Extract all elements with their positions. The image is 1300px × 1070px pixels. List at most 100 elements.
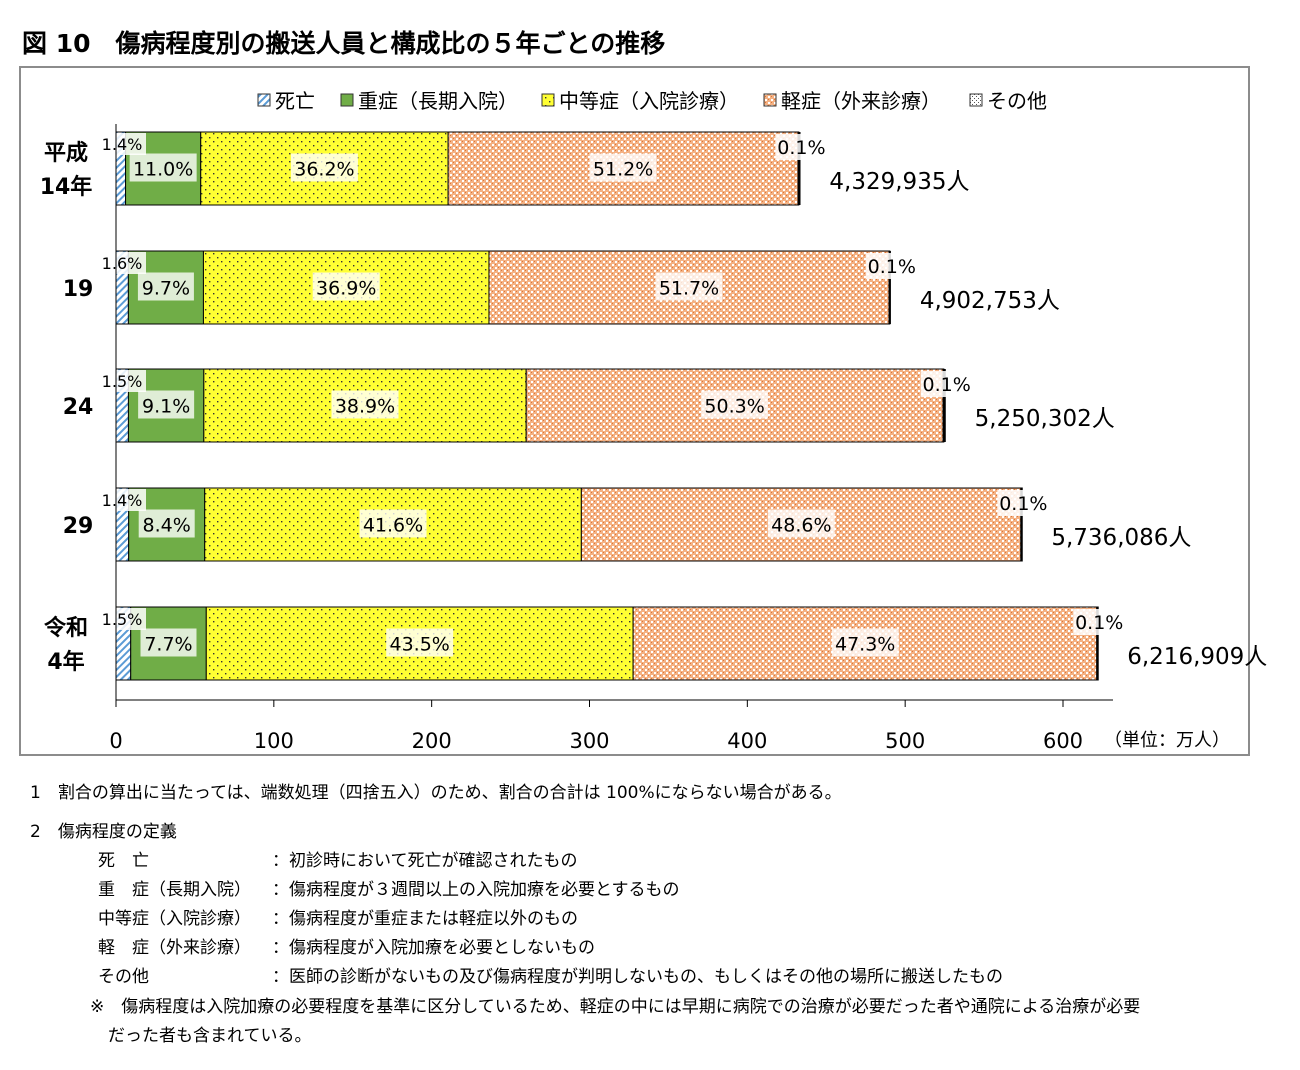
definition-term: 中等症（入院診療） bbox=[98, 909, 251, 929]
x-tick-label: 500 bbox=[885, 729, 925, 753]
definition-term: その他 bbox=[98, 967, 149, 987]
total-label: 6,216,909人 bbox=[1127, 644, 1267, 670]
legend-swatch bbox=[257, 93, 271, 107]
label-bg bbox=[775, 134, 828, 160]
label-bg bbox=[98, 252, 146, 274]
category-label: 29 bbox=[63, 514, 94, 539]
label-bg bbox=[137, 272, 194, 301]
label-bg bbox=[865, 253, 918, 279]
label-bg bbox=[701, 390, 769, 419]
data-label-shibo: 1.4% bbox=[102, 491, 143, 510]
figure-title: 図 10 傷病程度別の搬送人員と構成比の５年ごとの推移 bbox=[22, 29, 666, 58]
x-tick-label: 300 bbox=[569, 729, 609, 753]
chart-legend: 死亡 重症（長期入院） 中等症（入院診療） 軽症（外来診療） その他 bbox=[257, 89, 1047, 113]
legend-label: 中等症（入院診療） bbox=[559, 89, 739, 113]
data-label-segment: 36.2% bbox=[294, 159, 354, 181]
data-label-shibo: 1.4% bbox=[102, 135, 143, 154]
data-label-segment: 51.2% bbox=[593, 159, 653, 181]
label-bg bbox=[386, 628, 454, 657]
label-bg bbox=[1073, 609, 1126, 635]
x-tick-label: 100 bbox=[254, 729, 294, 753]
category-label: 令和 bbox=[44, 615, 88, 641]
label-bg bbox=[831, 628, 899, 657]
data-label-segment: 41.6% bbox=[363, 515, 423, 537]
remark-line-1: ※ 傷病程度は入院加療の必要程度を基準に区分しているため、軽症の中には早期に病院… bbox=[90, 997, 1141, 1017]
definition-term: 重 症（長期入院） bbox=[98, 880, 251, 900]
definition-term: 死 亡 bbox=[98, 851, 149, 871]
data-label-sonota: 0.1% bbox=[868, 256, 916, 278]
data-label-segment: 7.7% bbox=[144, 634, 192, 656]
label-bg bbox=[920, 371, 973, 397]
data-label-segment: 9.7% bbox=[142, 278, 190, 300]
label-bg bbox=[997, 490, 1050, 516]
data-label-sonota: 0.1% bbox=[999, 493, 1047, 515]
data-label-segment: 47.3% bbox=[835, 634, 895, 656]
data-label-shibo: 1.6% bbox=[102, 254, 143, 273]
x-tick-label: 0 bbox=[109, 729, 122, 753]
label-bg bbox=[359, 509, 427, 538]
label-bg bbox=[290, 153, 358, 182]
data-label-segment: 50.3% bbox=[704, 396, 764, 418]
label-bg bbox=[655, 272, 723, 301]
label-bg bbox=[331, 390, 399, 419]
note-2-heading: 2 傷病程度の定義 bbox=[30, 822, 177, 842]
definition-desc: ：傷病程度が重症または軽症以外のもの bbox=[272, 909, 578, 929]
data-label-segment: 51.7% bbox=[659, 278, 719, 300]
data-label-shibo: 1.5% bbox=[102, 372, 143, 391]
data-label-segment: 11.0% bbox=[133, 159, 193, 181]
remark-line-2: だった者も含まれている。 bbox=[108, 1026, 312, 1046]
x-tick-label: 400 bbox=[727, 729, 767, 753]
x-axis: 0 100 200 300 400 500 600 （単位：万人） bbox=[109, 124, 1230, 753]
bars-layer bbox=[115, 131, 1099, 681]
category-label: 4年 bbox=[47, 649, 84, 675]
definition-desc: ：傷病程度が３週間以上の入院加療を必要とするもの bbox=[272, 880, 680, 900]
legend-swatch bbox=[541, 93, 555, 107]
definition-term: 軽 症（外来診療） bbox=[98, 938, 251, 958]
label-bg bbox=[129, 153, 197, 182]
total-label: 5,250,302人 bbox=[975, 406, 1115, 432]
data-label-shibo: 1.5% bbox=[102, 610, 143, 629]
x-tick-label: 200 bbox=[412, 729, 452, 753]
legend-label: 死亡 bbox=[275, 89, 315, 113]
data-label-segment: 43.5% bbox=[390, 634, 450, 656]
unit-label: （単位：万人） bbox=[1104, 730, 1230, 751]
category-label: 19 bbox=[63, 277, 94, 302]
data-label-segment: 8.4% bbox=[143, 515, 191, 537]
legend-label: 重症（長期入院） bbox=[358, 89, 518, 113]
x-tick-label: 600 bbox=[1043, 729, 1083, 753]
label-bg bbox=[98, 370, 146, 392]
data-label-segment: 36.9% bbox=[316, 278, 376, 300]
category-label: 平成 bbox=[44, 141, 88, 166]
definition-desc: ：初診時において死亡が確認されたもの bbox=[272, 851, 578, 871]
legend-swatch bbox=[969, 93, 983, 107]
category-label: 24 bbox=[63, 395, 94, 420]
definition-desc: ：傷病程度が入院加療を必要としないもの bbox=[272, 938, 595, 958]
label-bg bbox=[138, 390, 195, 419]
label-bg bbox=[767, 509, 835, 538]
legend-label: その他 bbox=[987, 89, 1047, 113]
label-bg bbox=[98, 133, 146, 155]
data-label-sonota: 0.1% bbox=[777, 137, 825, 159]
total-label: 5,736,086人 bbox=[1051, 525, 1191, 551]
legend-swatch bbox=[340, 93, 354, 107]
label-bg bbox=[312, 272, 380, 301]
data-label-segment: 9.1% bbox=[142, 396, 190, 418]
label-bg bbox=[589, 153, 657, 182]
data-label-segment: 38.9% bbox=[335, 396, 395, 418]
stacked-bar-chart: 死亡 重症（長期入院） 中等症（入院診療） 軽症（外来診療） その他 平成 14年 1.4%… bbox=[40, 89, 1268, 753]
chart-frame bbox=[19, 66, 1250, 756]
legend-label: 軽症（外来診療） bbox=[781, 89, 941, 113]
data-label-sonota: 0.1% bbox=[923, 374, 971, 396]
note-1: 1 割合の算出に当たっては、端数処理（四捨五入）のため、割合の合計は 100%に… bbox=[30, 783, 842, 803]
label-bg bbox=[98, 489, 146, 511]
legend-swatch bbox=[763, 93, 777, 107]
data-label-sonota: 0.1% bbox=[1075, 612, 1123, 634]
label-bg bbox=[138, 509, 195, 538]
total-label: 4,329,935人 bbox=[829, 169, 969, 195]
label-bg bbox=[140, 628, 197, 657]
total-label: 4,902,753人 bbox=[920, 288, 1060, 314]
label-bg bbox=[98, 608, 146, 630]
category-label: 14年 bbox=[40, 174, 93, 200]
data-label-segment: 48.6% bbox=[771, 515, 831, 537]
